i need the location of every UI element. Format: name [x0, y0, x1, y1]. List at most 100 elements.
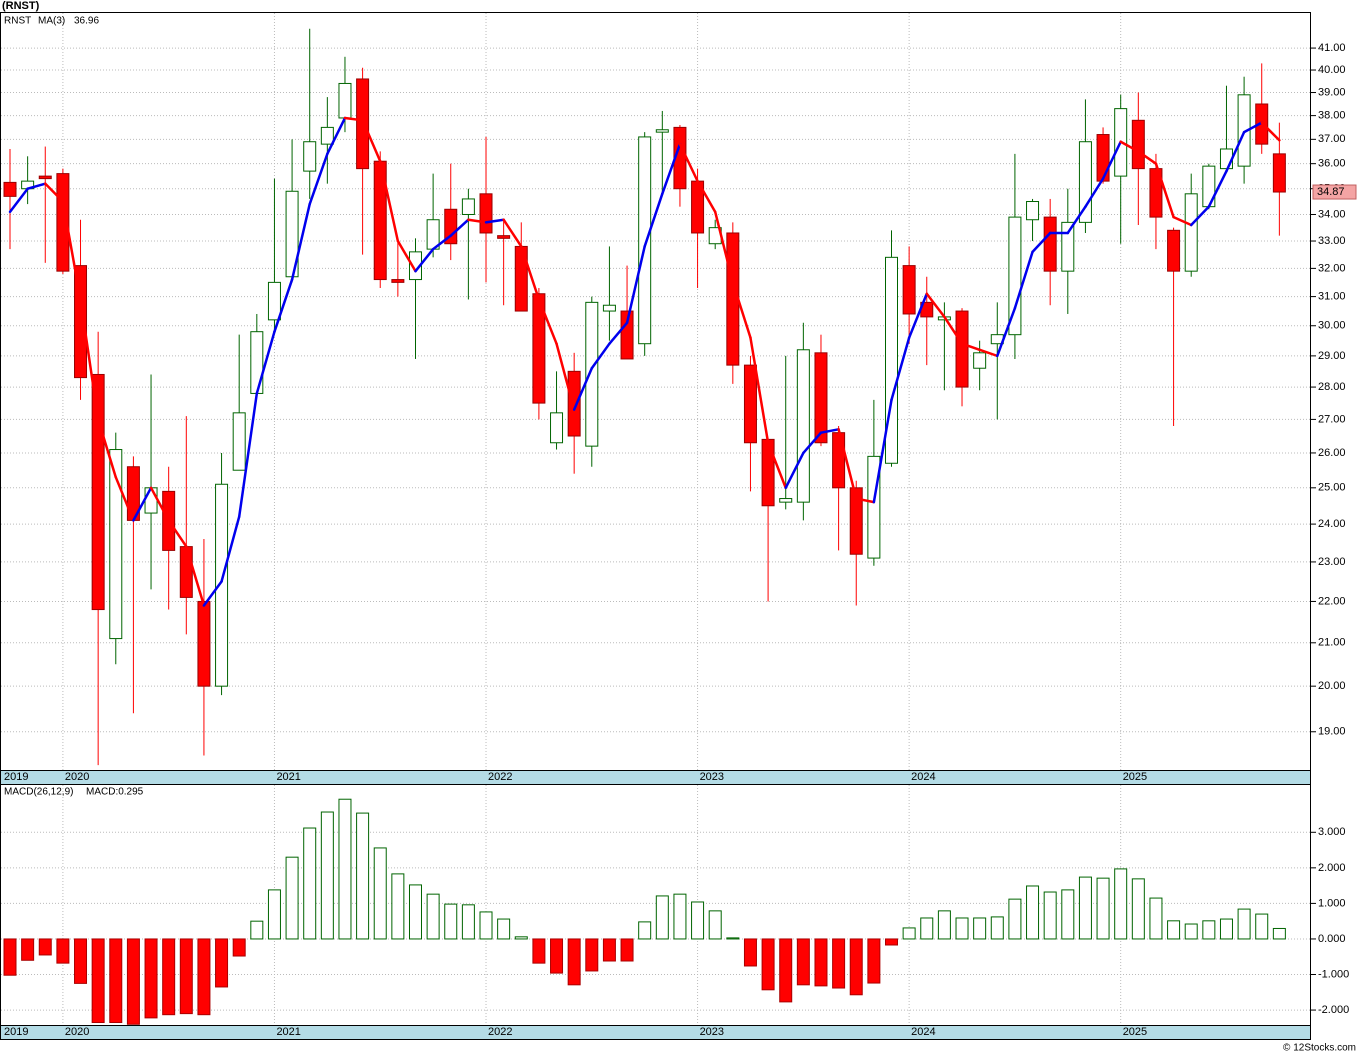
macd-bar [1131, 878, 1145, 940]
macd-bar [74, 938, 88, 984]
y-tick-label: 23.00 [1318, 556, 1346, 568]
ma-segment [837, 428, 858, 500]
candle-body [602, 304, 616, 312]
ma-segment [1137, 150, 1158, 165]
macd-bar [1114, 868, 1128, 940]
ma-segment [185, 545, 206, 607]
macd-bar [902, 927, 916, 940]
candle-body [585, 301, 599, 447]
ma-segment [467, 218, 488, 224]
macd-bar [990, 916, 1004, 940]
ma-segment [290, 202, 311, 281]
y-tick-label: 37.00 [1318, 133, 1346, 145]
ma-segment [396, 239, 417, 273]
macd-bar [867, 938, 881, 984]
ma-segment [1066, 205, 1087, 235]
ma-segment [1260, 121, 1281, 142]
ma-segment [608, 321, 629, 345]
ma-segment [590, 342, 611, 370]
macd-bar [250, 920, 264, 940]
macd-bar [726, 937, 740, 940]
macd-bar [197, 938, 211, 1016]
macd-bar [3, 938, 17, 976]
candle-body [338, 82, 352, 119]
candle-body [1272, 153, 1286, 193]
ma-segment [414, 247, 435, 273]
ma-segment [1031, 231, 1052, 254]
y-tick-label: 25.00 [1318, 482, 1346, 494]
ma-segment [925, 292, 946, 319]
ma-segment [308, 152, 329, 206]
macd-bar [1026, 885, 1040, 940]
macd-bar [356, 812, 370, 940]
y-tick-label: 27.00 [1318, 413, 1346, 425]
macd-bar [532, 938, 546, 964]
ma-segment [8, 187, 29, 214]
candle-body [215, 483, 229, 687]
macd-bar [973, 917, 987, 940]
candle-body [973, 352, 987, 369]
ma-segment [625, 245, 646, 325]
candle-body [497, 235, 511, 239]
ma-segment [1189, 205, 1211, 227]
ma-segment [696, 179, 717, 214]
macd-bar [620, 938, 634, 962]
chart-title: (RNST) [2, 0, 40, 12]
x-tick-label: 2025 [1123, 771, 1147, 783]
macd-bar [21, 938, 35, 961]
candle-body [955, 310, 969, 388]
macd-bar [691, 901, 705, 940]
candle-body [655, 129, 669, 133]
y-tick-label: -1.000 [1318, 968, 1349, 980]
macd-bar [638, 921, 652, 940]
ma-segment [149, 486, 170, 522]
candle-body [1096, 134, 1110, 182]
last-price-label: 34.87 [1317, 186, 1345, 198]
ma-segment [978, 348, 999, 358]
candle-body [1184, 193, 1198, 272]
year-strip [0, 770, 1311, 785]
y-tick-label: 20.00 [1318, 680, 1346, 692]
y-tick-label: 31.00 [1318, 291, 1346, 303]
legend-symbol: RNST [4, 16, 31, 27]
ma-segment [44, 182, 65, 203]
macd-bar [779, 938, 793, 1003]
ma-segment [854, 497, 876, 504]
candle-body [74, 265, 88, 379]
ma-segment [255, 330, 276, 395]
y-tick-label: 24.00 [1318, 518, 1346, 530]
macd-bar [479, 911, 493, 940]
ma-segment [114, 475, 135, 522]
x-tick-label: 2019 [4, 771, 28, 783]
ma-segment [819, 428, 840, 434]
y-tick-label: 39.00 [1318, 86, 1346, 98]
candle-body [761, 438, 775, 507]
macd-bar [1219, 918, 1233, 940]
ma-segment [1242, 121, 1263, 134]
macd-bar [885, 938, 898, 946]
candle-body [320, 126, 334, 145]
macd-bar [444, 903, 458, 940]
macd-bar [1272, 927, 1286, 940]
y-tick-label: 19.00 [1318, 726, 1346, 738]
candle-body [38, 175, 52, 180]
ma-segment [167, 519, 188, 548]
candle-body [1167, 229, 1181, 272]
ma-segment [220, 515, 241, 583]
candle-body [479, 193, 493, 234]
candle-body [885, 256, 898, 464]
macd-value-text: MACD:0.295 [86, 787, 144, 798]
y-tick-label: 34.00 [1318, 208, 1346, 220]
candle-body [1078, 141, 1092, 223]
y-tick-label: 38.00 [1318, 110, 1346, 122]
macd-bar [920, 917, 934, 940]
macd-bar [373, 847, 387, 940]
ma-segment [555, 342, 576, 411]
last-price-box [1312, 184, 1357, 200]
x-tick-label: 2022 [488, 1026, 512, 1038]
legend-ma-name: MA(3) [38, 16, 65, 27]
macd-bar [937, 910, 951, 940]
ma-segment [802, 431, 823, 455]
candle-body [109, 449, 123, 640]
macd-bar [761, 938, 775, 991]
